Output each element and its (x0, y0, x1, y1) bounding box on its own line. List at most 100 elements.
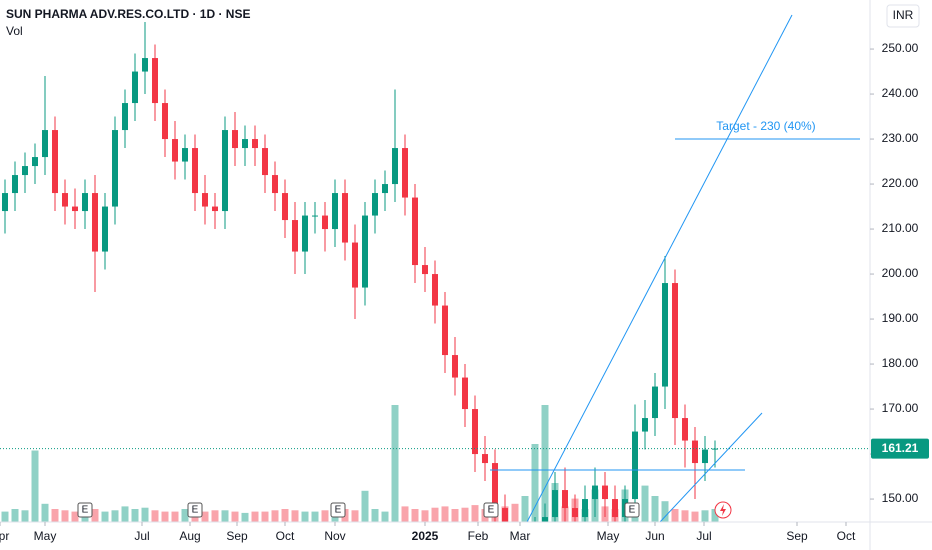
candle-body (372, 193, 378, 216)
candle-body (682, 418, 688, 441)
candle-body (292, 220, 298, 252)
volume-bar (31, 450, 39, 522)
volume-bar (271, 510, 279, 522)
volume-bar (381, 511, 389, 522)
trend-line (526, 14, 793, 522)
volume-bar (451, 509, 459, 522)
volume-bar (291, 510, 299, 522)
candle-body (592, 485, 598, 500)
y-tick-label: 200.00 (882, 266, 919, 280)
x-tick-label: Mar (510, 529, 531, 543)
volume-bar (361, 490, 369, 522)
candle-body (202, 193, 208, 207)
volume-label: Vol (6, 24, 23, 38)
candle-body (172, 139, 178, 162)
x-tick-label: Nov (324, 529, 345, 543)
volume-bar (301, 511, 309, 522)
y-tick-label: 150.00 (882, 491, 919, 505)
candle-body (212, 206, 218, 212)
volume-bar (121, 506, 129, 522)
event-box (624, 502, 640, 518)
candle-body (492, 463, 498, 509)
candle-body (112, 130, 118, 207)
candle-body (652, 386, 658, 419)
volume-bar (531, 444, 539, 522)
x-tick-label: Jul (696, 529, 711, 543)
volume-bar (211, 510, 219, 522)
volume-bar (111, 510, 119, 522)
y-tick-label: 170.00 (882, 401, 919, 415)
volume-bar (371, 509, 379, 522)
x-tick-label: Jun (645, 529, 664, 543)
volume-bar (241, 512, 249, 522)
volume-bar (261, 511, 269, 522)
volume-bar (671, 509, 679, 522)
candle-body (662, 283, 668, 387)
volume-bar (171, 511, 179, 522)
volume-bar (521, 496, 529, 522)
volume-bar (71, 511, 79, 522)
y-tick-label: 180.00 (882, 356, 919, 370)
candle-body (282, 193, 288, 221)
y-tick-label: 240.00 (882, 86, 919, 100)
candle-body (452, 355, 458, 378)
candle-body (342, 193, 348, 243)
candle-body (122, 103, 128, 131)
event-markers: E E E E E (77, 501, 732, 519)
x-tick-label: Feb (468, 529, 489, 543)
volume-bar (651, 496, 659, 522)
volume-bar (711, 509, 719, 522)
x-tick-label: Sep (786, 529, 808, 543)
candle-body (142, 58, 148, 72)
candle-body (432, 274, 438, 306)
volume-bar (161, 511, 169, 522)
event-box (187, 502, 203, 518)
volume-bar (311, 511, 319, 522)
candle-body (392, 148, 398, 185)
candle-body (632, 431, 638, 500)
candle-body (252, 139, 258, 149)
volume-bar (511, 503, 519, 522)
candle-body (582, 499, 588, 518)
volume-bar (461, 507, 469, 522)
event-label: E (629, 505, 636, 516)
candle-body (352, 242, 358, 288)
volume-bar (641, 485, 649, 522)
trend-line (659, 412, 763, 522)
candle-body (332, 193, 338, 230)
candle-body (502, 508, 508, 522)
volume-bar (321, 510, 329, 522)
plot-area (1, 22, 719, 522)
y-tick-label: 250.00 (882, 41, 919, 55)
volume-bar (681, 510, 689, 522)
event-label: E (192, 505, 199, 516)
volume-bar (181, 509, 189, 522)
volume-bar (421, 510, 429, 522)
volume-bar (431, 507, 439, 522)
candle-body (82, 193, 88, 212)
volume-bar (41, 503, 49, 522)
volume-bar (401, 506, 409, 522)
candle-body (132, 71, 138, 104)
candle-body (412, 197, 418, 266)
event-label: E (82, 505, 89, 516)
candle-body (322, 215, 328, 230)
candle-body (602, 485, 608, 500)
candle-body (162, 103, 168, 140)
volume-bar (541, 405, 549, 522)
candle-body (192, 148, 198, 194)
candle-body (232, 130, 238, 149)
x-tick-label: Oct (276, 529, 295, 543)
dividend-icon-bolt (720, 504, 726, 516)
volume-bar (231, 511, 239, 522)
currency-box[interactable] (886, 4, 920, 28)
y-tick-label: 210.00 (882, 221, 919, 235)
drawings (490, 14, 860, 522)
x-tick-label: Oct (837, 529, 856, 543)
volume-bar (411, 509, 419, 522)
volume-bar (691, 511, 699, 522)
candle-body (42, 130, 48, 158)
candle-body (462, 377, 468, 410)
candle-body (552, 490, 558, 518)
y-tick-label: 220.00 (882, 176, 919, 190)
